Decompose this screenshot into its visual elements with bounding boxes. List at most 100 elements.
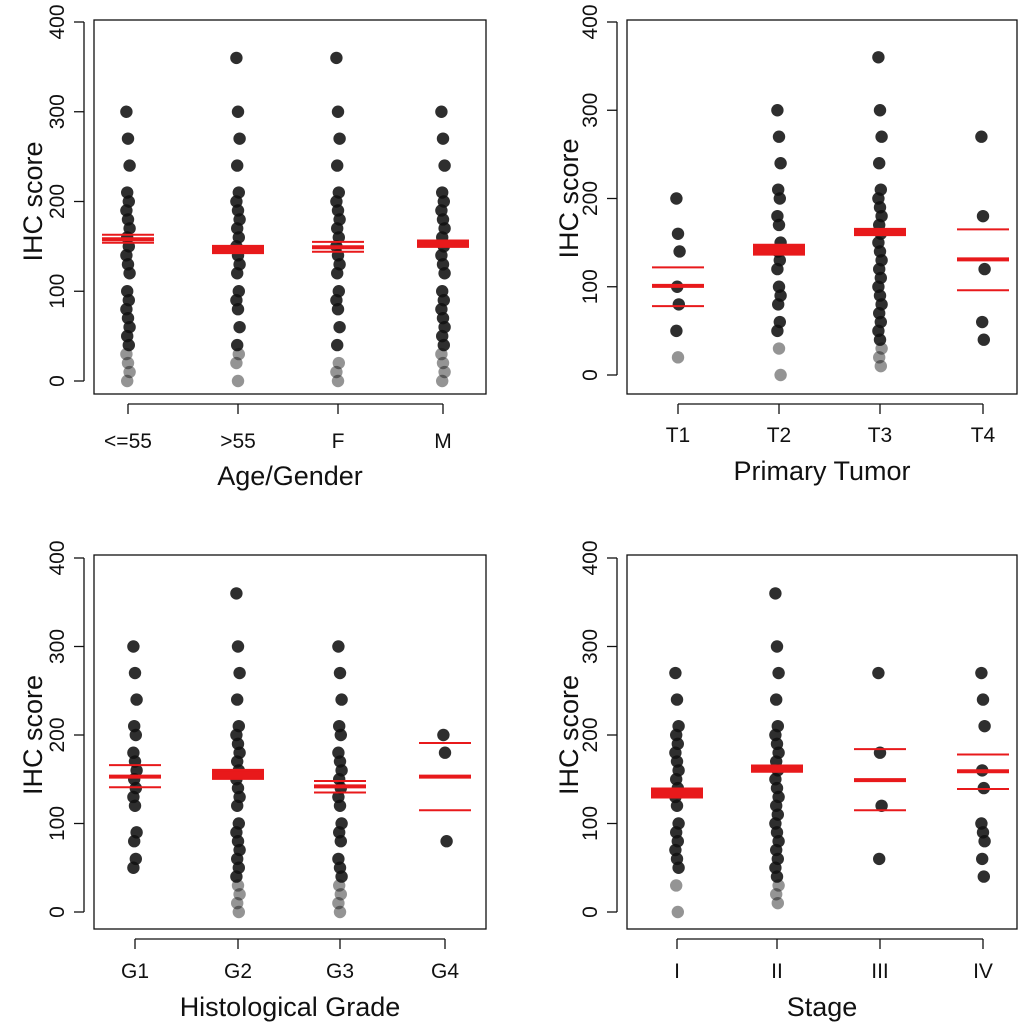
data-point	[231, 640, 245, 653]
panel-primary-tumor: 0 100 200 300 400 IHC score T1 T2 T3 T4 Primary Tu…	[554, 4, 1018, 486]
data-point	[671, 227, 685, 240]
data-point	[230, 870, 243, 883]
data-point	[231, 896, 244, 910]
x-tick-label: IV	[973, 960, 993, 983]
y-tick-label: 0	[579, 369, 602, 381]
data-point	[440, 835, 453, 848]
data-point	[334, 835, 347, 848]
panel-histological-grade: 0 100 200 300 400 IHC score G1 G2 G3 G4 Histologic…	[18, 540, 487, 1022]
data-point	[233, 888, 246, 901]
data-point	[231, 338, 244, 352]
data-point	[330, 51, 343, 65]
data-point	[233, 666, 246, 680]
x-tick-label: G3	[326, 960, 354, 983]
data-point	[122, 338, 135, 352]
data-point	[120, 105, 133, 118]
data-point	[121, 356, 135, 370]
data-point	[770, 888, 783, 901]
data-point	[331, 338, 344, 352]
data-point	[230, 51, 243, 65]
data-point	[772, 666, 785, 680]
data-point	[436, 374, 449, 388]
y-tick-label: 400	[46, 4, 69, 39]
y-tick-label: 200	[579, 717, 602, 752]
plot-frame	[626, 19, 1018, 395]
y-tick-label: 300	[579, 93, 602, 128]
data-point	[672, 298, 685, 311]
y-tick-label: 100	[579, 806, 602, 841]
data-point	[127, 640, 140, 653]
data-point	[769, 587, 782, 600]
data-point	[331, 105, 345, 118]
data-point	[330, 365, 343, 379]
data-point	[874, 359, 887, 373]
data-point	[128, 835, 141, 848]
data-point	[436, 356, 450, 370]
data-point	[975, 130, 988, 143]
data-point	[875, 130, 888, 143]
data-point	[774, 368, 787, 382]
x-tick-label: III	[871, 960, 889, 983]
x-axis-title: Primary Tumor	[733, 456, 910, 486]
y-tick-label: 100	[46, 806, 69, 841]
data-point	[772, 130, 786, 143]
y-axis-title: IHC score	[18, 675, 48, 795]
plot-frame	[93, 19, 487, 395]
data-point	[123, 267, 136, 280]
data-point	[436, 132, 450, 145]
data-point	[232, 347, 245, 361]
x-axis-title: Histological Grade	[180, 992, 401, 1022]
data-point	[123, 159, 136, 172]
data-point	[331, 374, 345, 388]
data-point	[435, 347, 448, 361]
y-axis-title: IHC score	[18, 141, 48, 261]
y-tick-label: 300	[46, 629, 69, 664]
data-point	[978, 262, 991, 276]
data-point	[774, 157, 787, 170]
data-point	[976, 209, 990, 223]
data-point	[770, 870, 784, 883]
data-point	[976, 852, 989, 866]
panel-age-gender: 0 100 200 300 400 IHC score <=55 >55 F M Age/Gende…	[18, 4, 487, 491]
data-point	[230, 587, 243, 600]
x-tick-label: T1	[666, 424, 691, 447]
y-axis-title: IHC score	[554, 138, 584, 258]
y-axis-title: IHC score	[554, 675, 584, 795]
data-point	[977, 870, 990, 883]
data-point	[333, 879, 346, 892]
data-point	[670, 324, 683, 338]
data-point	[130, 693, 143, 706]
data-point	[670, 879, 683, 892]
data-point	[231, 267, 244, 280]
data-point	[231, 303, 245, 316]
data-point	[670, 693, 684, 706]
data-point	[978, 835, 991, 848]
data-point	[670, 799, 684, 812]
y-tick-label: 100	[46, 274, 69, 309]
data-point	[772, 879, 785, 892]
data-point	[231, 374, 245, 388]
x-axis-title: Stage	[787, 992, 858, 1022]
x-tick-label: T4	[971, 424, 996, 447]
plot-frame	[93, 554, 487, 930]
x-axis-title: Age/Gender	[217, 461, 363, 491]
x-tick-label: <=55	[104, 430, 152, 453]
data-point	[231, 105, 245, 118]
data-point	[333, 320, 346, 334]
data-point	[438, 159, 451, 172]
data-point	[771, 324, 784, 338]
data-point	[873, 333, 887, 346]
y-tick-label: 400	[579, 540, 602, 575]
data-point	[873, 104, 887, 117]
data-point	[333, 799, 347, 812]
data-point	[332, 640, 345, 653]
data-point	[331, 303, 345, 316]
x-tick-label: T2	[767, 424, 792, 447]
data-point	[331, 159, 344, 172]
data-point	[670, 192, 683, 205]
data-point	[231, 879, 245, 892]
data-point	[120, 347, 133, 361]
data-point	[333, 905, 347, 919]
y-tick-label: 0	[46, 906, 69, 918]
data-point	[438, 746, 452, 759]
